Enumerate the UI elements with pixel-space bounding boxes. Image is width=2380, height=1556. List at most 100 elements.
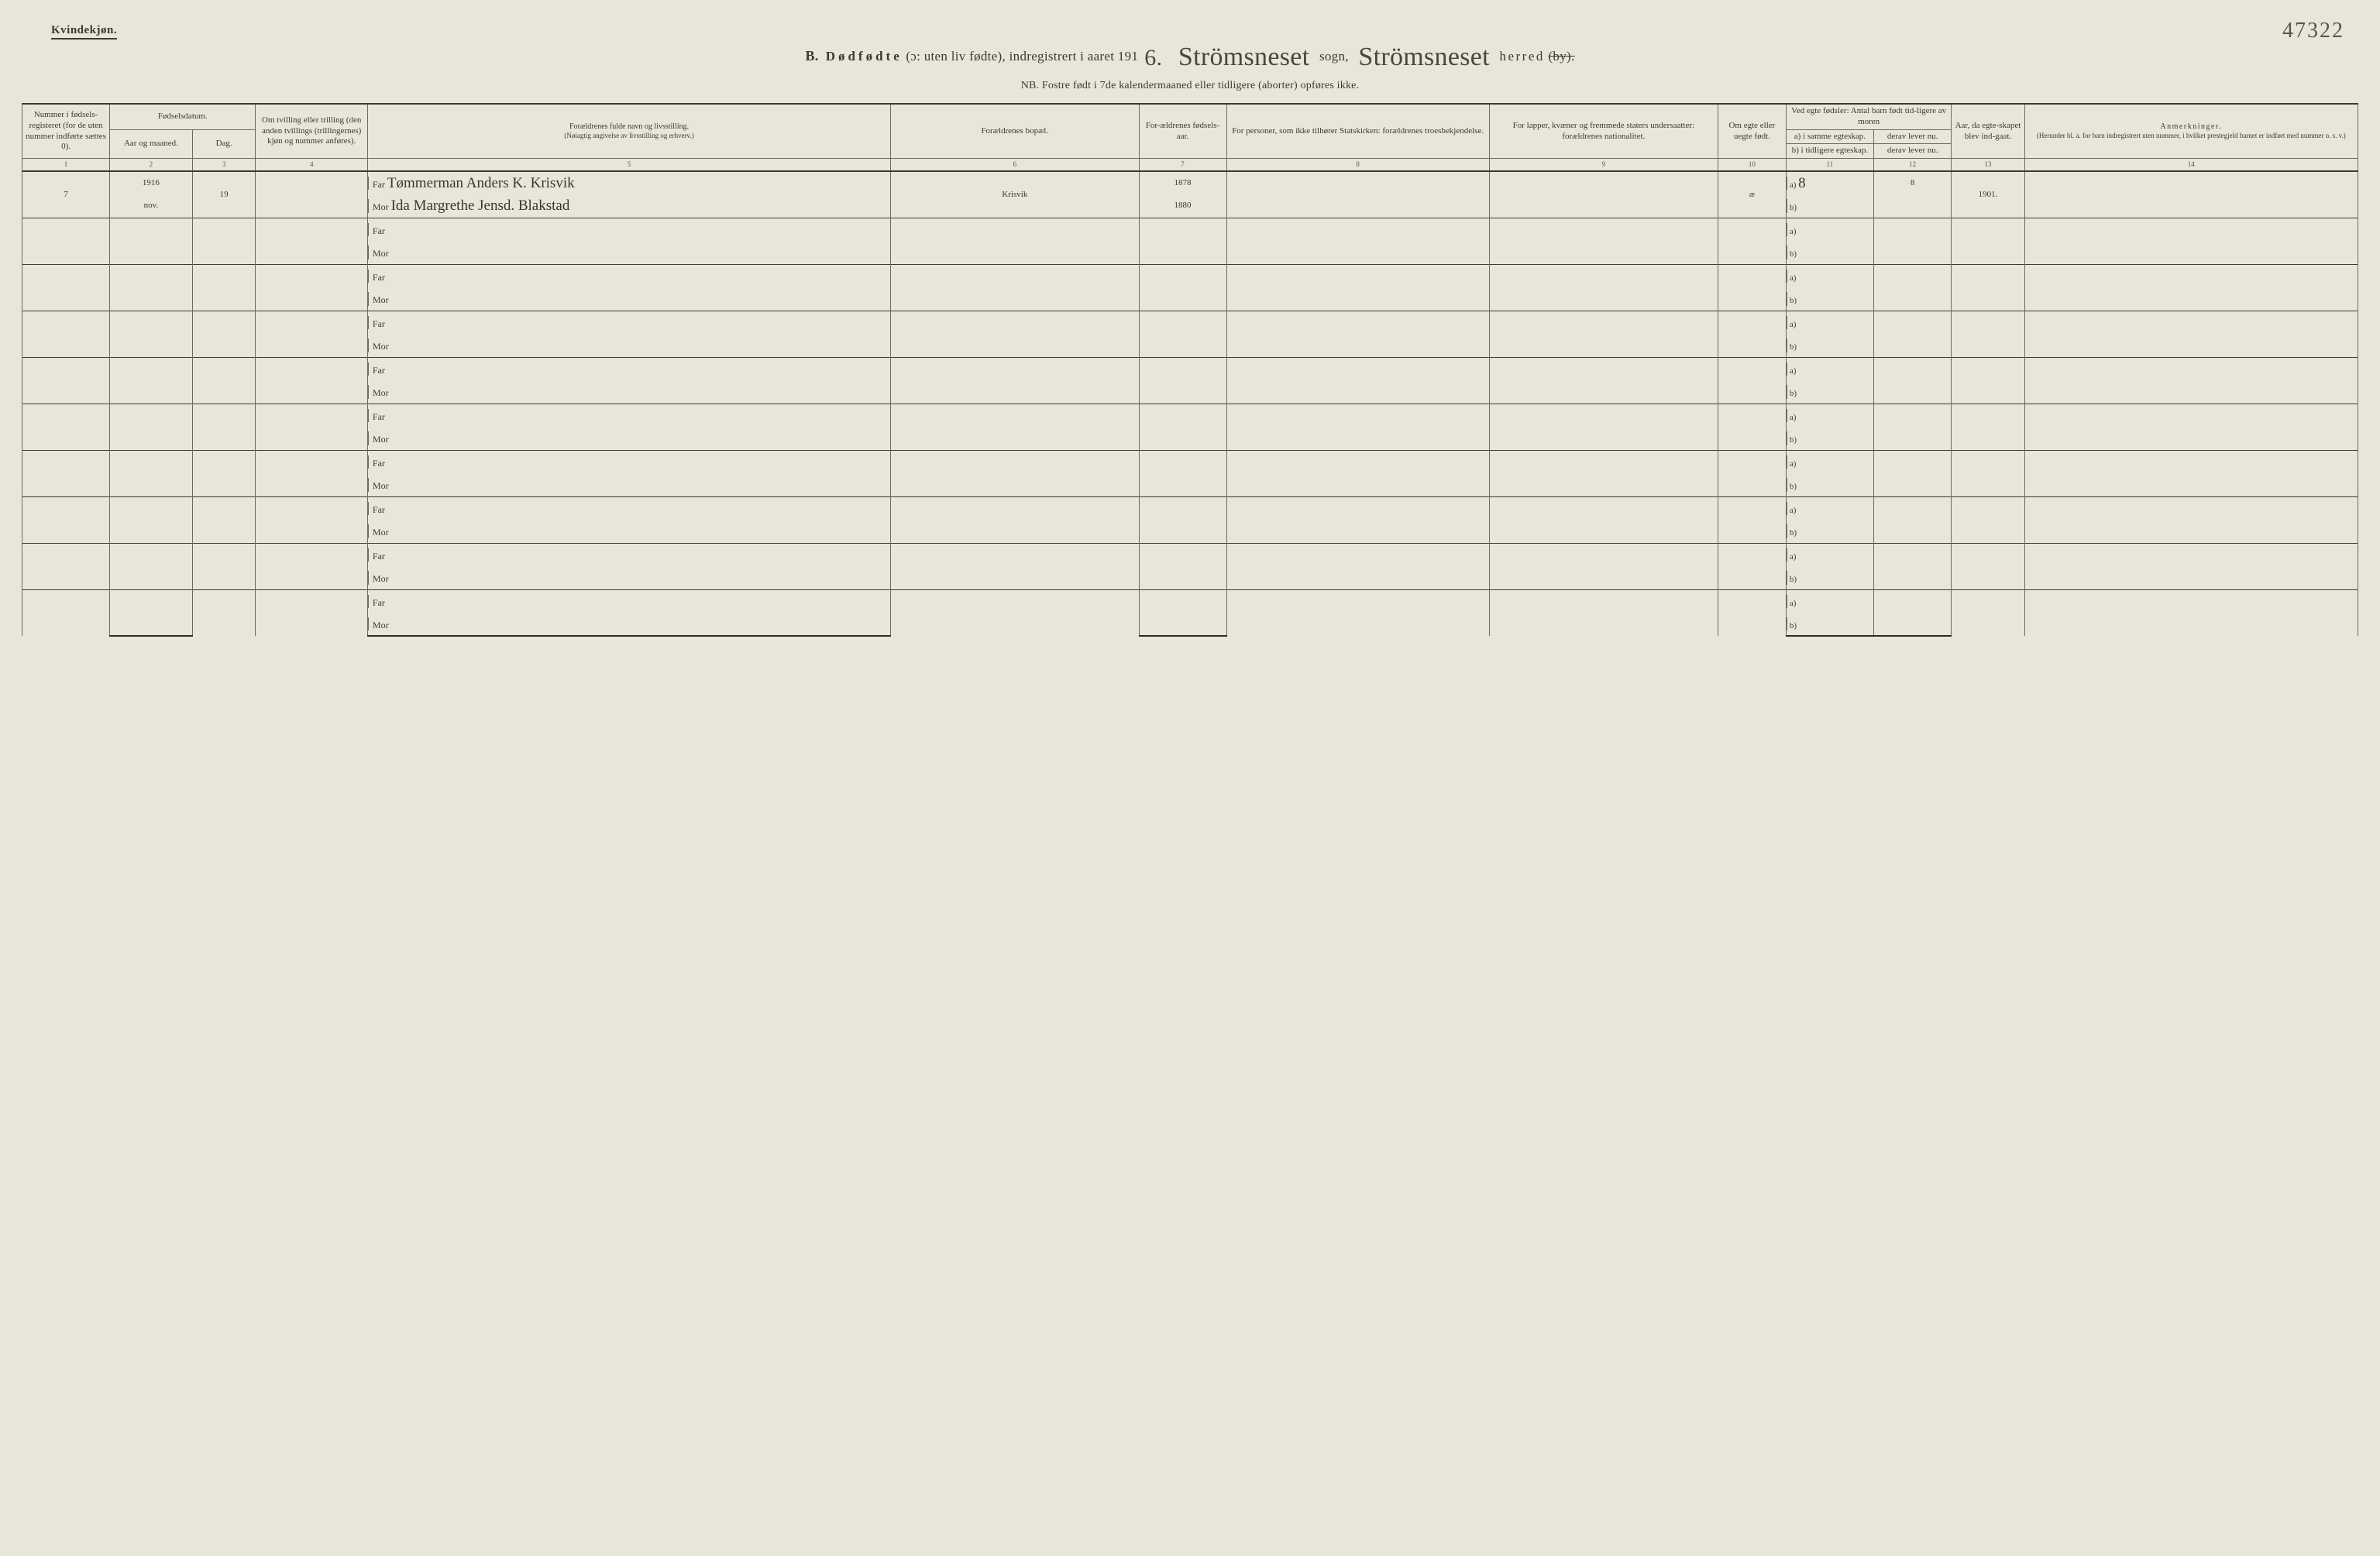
cell-a-lever: 8 [1873, 171, 1951, 194]
cell-mor-aar [1139, 613, 1226, 636]
cell-tro [1226, 543, 1489, 589]
cell-b-lever [1873, 380, 1951, 404]
cell-far-aar [1139, 543, 1226, 566]
cell-aar-egteskap [1952, 589, 2024, 636]
title-paren: (ɔ: uten liv fødte), [906, 49, 1006, 64]
cell-dag [192, 404, 256, 450]
cell-far: Far [367, 264, 890, 287]
cell-mor-aar [1139, 520, 1226, 543]
cell-tro [1226, 218, 1489, 264]
cell-dag [192, 496, 256, 543]
cell-dag [192, 450, 256, 496]
table-row: Far a) [22, 450, 2358, 473]
cell-year [110, 218, 193, 241]
cell-aar-egteskap [1952, 264, 2024, 311]
cell-aar-egteskap [1952, 218, 2024, 264]
cell-anm [2024, 450, 2358, 496]
cell-tvilling [256, 218, 367, 264]
cell-far-aar [1139, 311, 1226, 334]
cell-dag [192, 218, 256, 264]
cell-nat [1489, 450, 1718, 496]
cell-mor-aar: 1880 [1139, 194, 1226, 218]
table-row: Far a) [22, 311, 2358, 334]
cell-dag [192, 264, 256, 311]
cell-far-aar [1139, 264, 1226, 287]
colnum: 12 [1873, 159, 1951, 172]
cell-mor: Mor [367, 566, 890, 589]
cell-b: b) [1786, 473, 1873, 496]
cell-far: Far [367, 589, 890, 613]
cell-aar-egteskap [1952, 404, 2024, 450]
cell-bopael [891, 589, 1139, 636]
cell-anm [2024, 171, 2358, 218]
cell-a-lever [1873, 264, 1951, 287]
cell-egte [1718, 589, 1786, 636]
cell-egte [1718, 311, 1786, 357]
hdr-foreldre-main: Forældrenes fulde navn og livsstilling. [370, 122, 888, 132]
cell-far-aar: 1878 [1139, 171, 1226, 194]
cell-tvilling [256, 357, 367, 404]
cell-a-lever [1873, 311, 1951, 334]
cell-a-lever [1873, 543, 1951, 566]
cell-mor-aar [1139, 287, 1226, 311]
cell-anm [2024, 311, 2358, 357]
colnum: 1 [22, 159, 110, 172]
cell-tro [1226, 311, 1489, 357]
hdr-tro: For personer, som ikke tilhører Statskir… [1226, 104, 1489, 159]
cell-nat [1489, 218, 1718, 264]
cell-egte [1718, 543, 1786, 589]
colnum: 9 [1489, 159, 1718, 172]
colnum: 7 [1139, 159, 1226, 172]
cell-a-lever [1873, 404, 1951, 427]
cell-b: b) [1786, 194, 1873, 218]
cell-a: a) [1786, 311, 1873, 334]
cell-anm [2024, 589, 2358, 636]
colnum: 2 [110, 159, 193, 172]
cell-egte: æ [1718, 171, 1786, 218]
sogn-label: sogn, [1319, 49, 1349, 64]
cell-b-lever [1873, 241, 1951, 264]
cell-aar-egteskap [1952, 496, 2024, 543]
cell-tvilling [256, 543, 367, 589]
page-title-line: B. Dødfødte (ɔ: uten liv fødte), indregi… [22, 43, 2358, 72]
cell-b-lever [1873, 473, 1951, 496]
cell-b: b) [1786, 427, 1873, 450]
cell-egte [1718, 450, 1786, 496]
cell-anm [2024, 543, 2358, 589]
cell-tvilling [256, 496, 367, 543]
cell-month [110, 334, 193, 357]
cell-month [110, 520, 193, 543]
cell-b-lever [1873, 613, 1951, 636]
cell-far-aar [1139, 589, 1226, 613]
cell-bopael [891, 496, 1139, 543]
hdr-dag: Dag. [192, 129, 256, 159]
cell-year [110, 543, 193, 566]
cell-a: a) [1786, 357, 1873, 380]
cell-year [110, 404, 193, 427]
cell-mor: Mor [367, 520, 890, 543]
cell-nat [1489, 496, 1718, 543]
cell-tro [1226, 264, 1489, 311]
cell-tvilling [256, 264, 367, 311]
cell-nat [1489, 589, 1718, 636]
cell-far: Far [367, 404, 890, 427]
cell-anm [2024, 404, 2358, 450]
colnum: 5 [367, 159, 890, 172]
cell-aar-egteskap [1952, 450, 2024, 496]
cell-far-aar [1139, 218, 1226, 241]
cell-mor-aar [1139, 427, 1226, 450]
cell-a-lever [1873, 496, 1951, 520]
register-body: 7191619Far Tømmerman Anders K. KrisvikKr… [22, 171, 2358, 636]
cell-a: a) [1786, 450, 1873, 473]
cell-month [110, 287, 193, 311]
cell-num [22, 543, 110, 589]
hdr-b-tidligere: b) i tidligere egteskap. [1786, 144, 1873, 159]
cell-mor: Mor [367, 427, 890, 450]
cell-b: b) [1786, 334, 1873, 357]
cell-a: a) [1786, 496, 1873, 520]
cell-year [110, 450, 193, 473]
hdr-b-lever: derav lever nu. [1873, 144, 1951, 159]
cell-tvilling [256, 589, 367, 636]
cell-egte [1718, 357, 1786, 404]
cell-year: 1916 [110, 171, 193, 194]
